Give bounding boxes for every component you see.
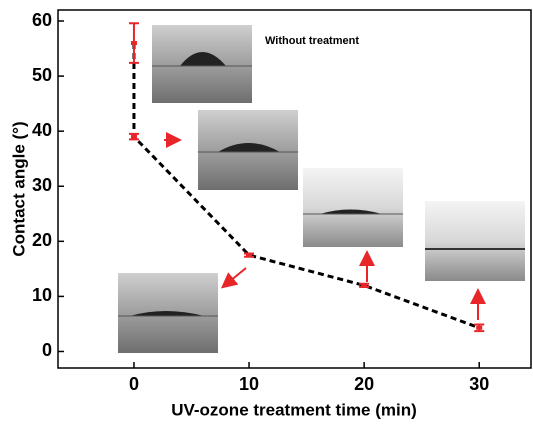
marker: [131, 41, 137, 45]
marker: [131, 135, 137, 139]
y-tick-label: 0: [42, 340, 52, 360]
y-tick-label: 20: [32, 230, 52, 250]
y-tick-label: 30: [32, 175, 52, 195]
marker: [476, 326, 482, 330]
y-tick-label: 40: [32, 120, 52, 140]
marker: [361, 283, 367, 287]
x-axis-label: UV-ozone treatment time (min): [171, 400, 417, 419]
annotation: Without treatment: [265, 35, 359, 47]
x-tick-label: 0: [129, 374, 139, 394]
y-tick-label: 50: [32, 65, 52, 85]
y-tick-label: 10: [32, 285, 52, 305]
chart: Without treatment UV-ozone treatment tim…: [0, 0, 533, 427]
x-tick-label: 10: [239, 374, 259, 394]
y-axis-label: Contact angle (°): [9, 121, 28, 256]
marker: [246, 253, 252, 257]
x-tick-label: 20: [354, 374, 374, 394]
x-tick-label: 30: [469, 374, 489, 394]
y-tick-label: 60: [32, 10, 52, 30]
insets: [118, 25, 525, 353]
